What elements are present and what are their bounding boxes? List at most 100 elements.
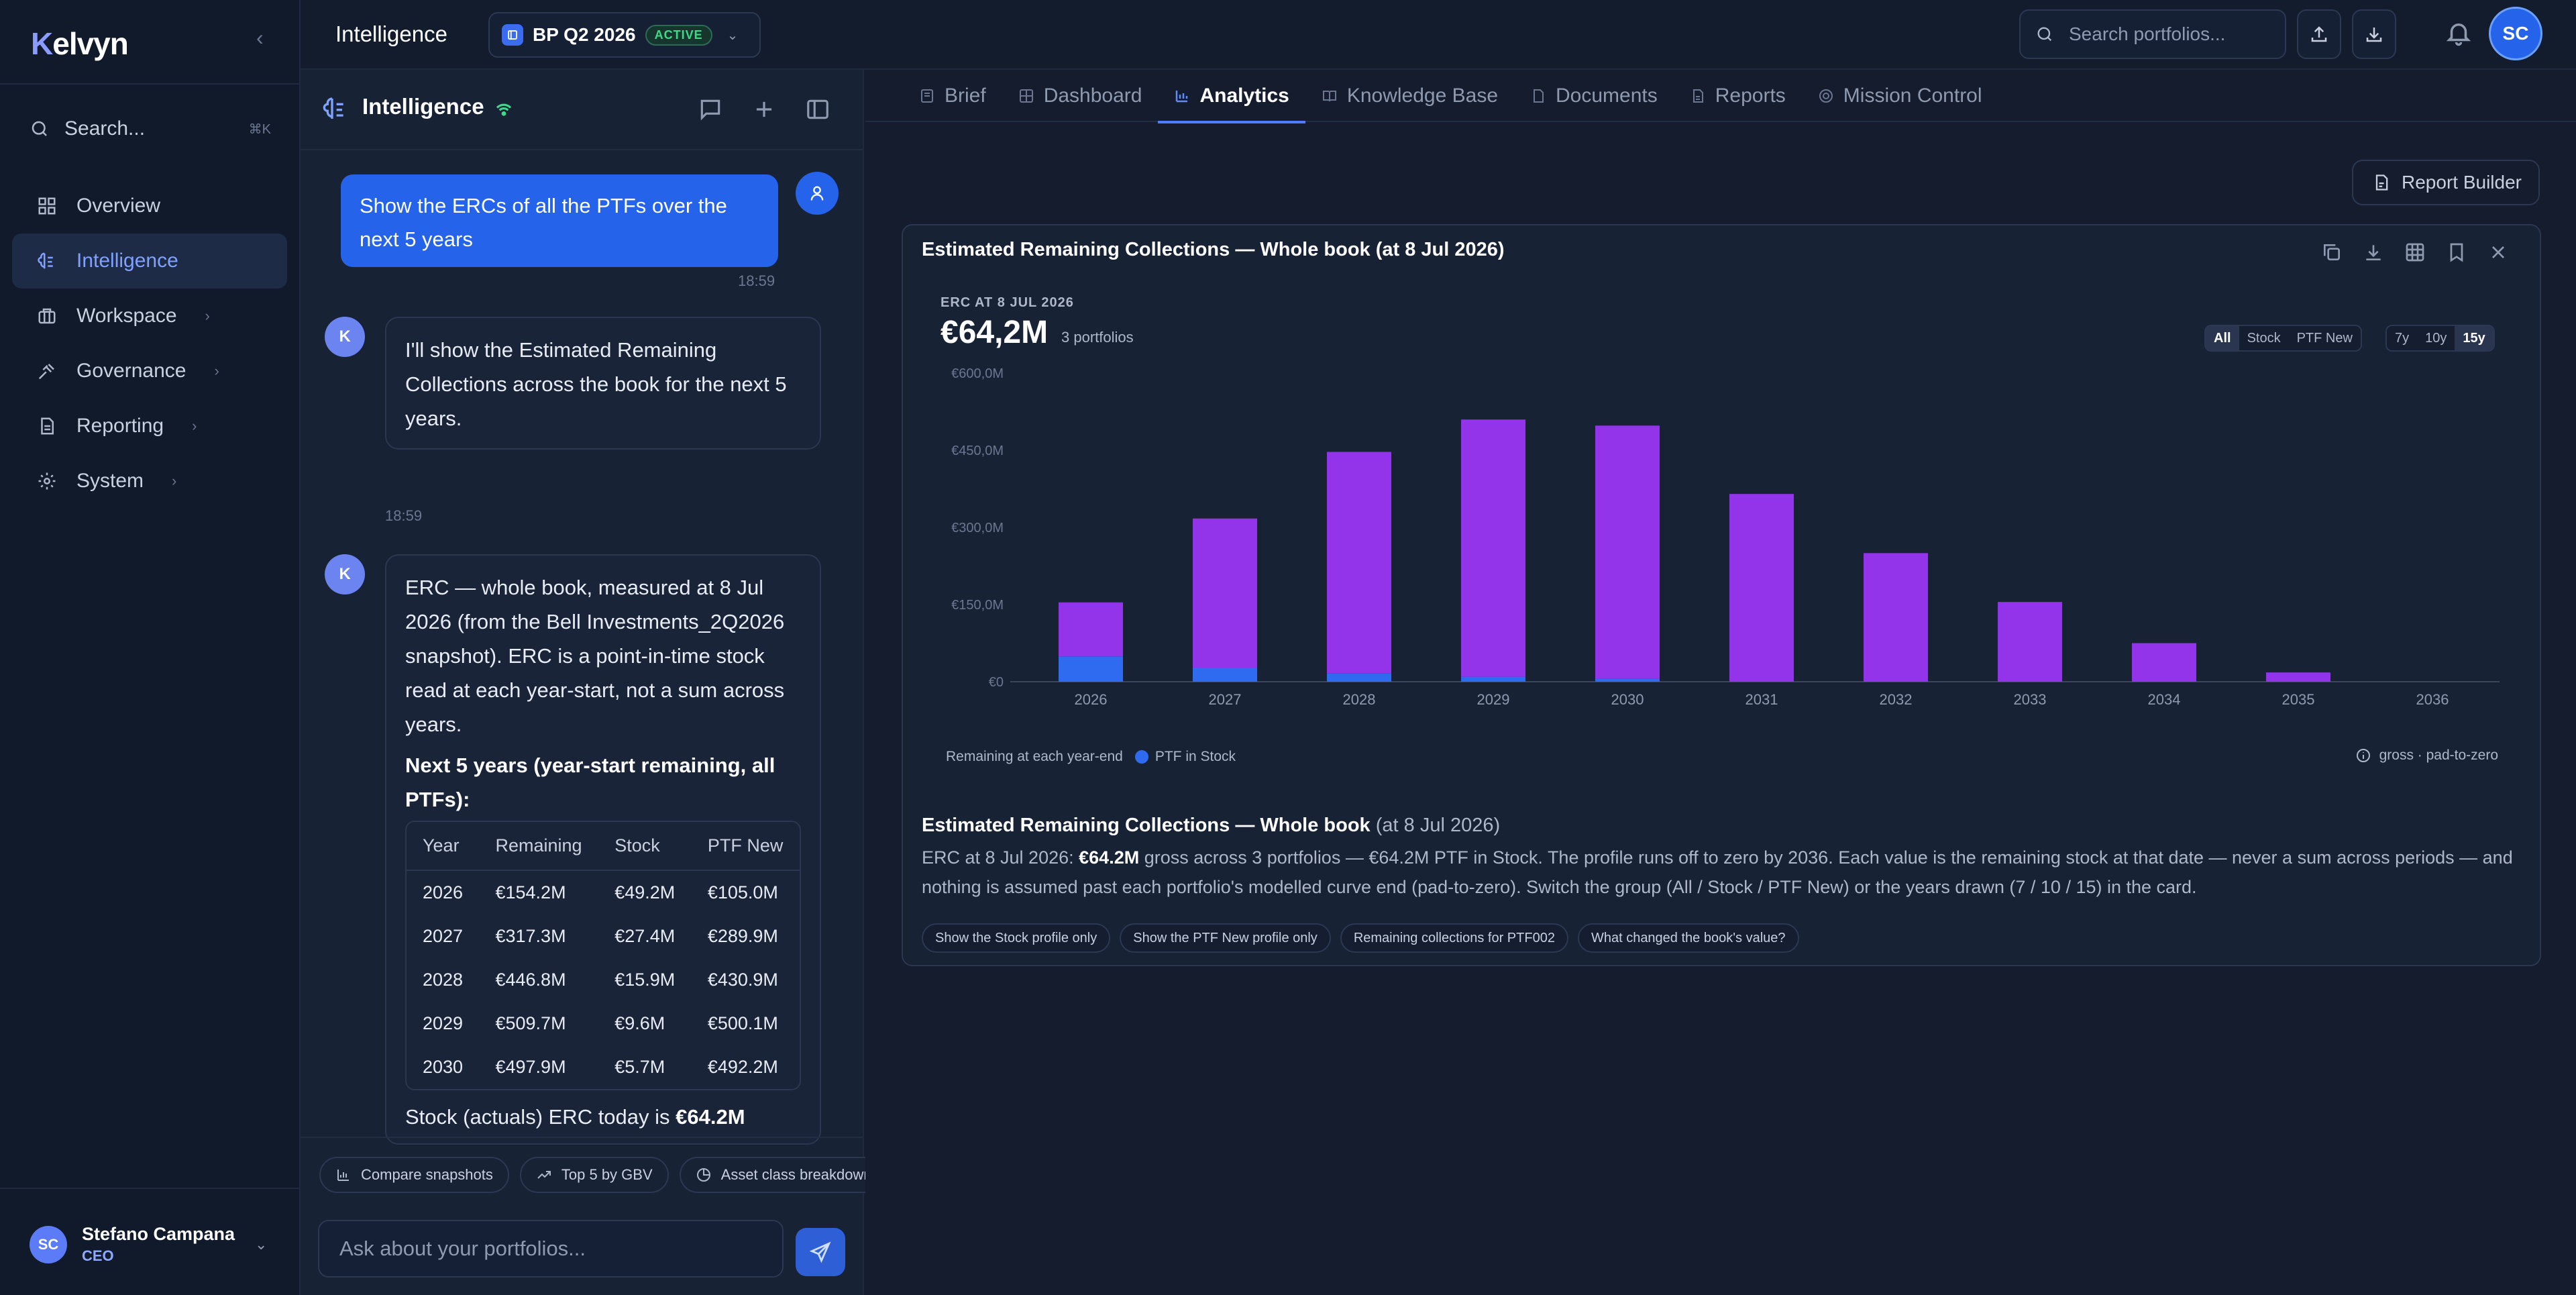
table-cell: 2029 — [423, 1013, 464, 1033]
top-5-gbv-chip[interactable]: Top 5 by GBV — [519, 1157, 669, 1193]
brain-icon — [323, 97, 343, 119]
y-tick-label: €150,0M — [951, 598, 1004, 613]
table-header: Stock — [598, 822, 692, 871]
copy-icon[interactable] — [2321, 242, 2343, 263]
bot-message-text: ERC — whole book, measured at 8 Jul 2026… — [405, 576, 785, 736]
range-option-10y[interactable]: 10y — [2425, 330, 2447, 346]
group-option-stock[interactable]: Stock — [2247, 330, 2281, 346]
y-tick-label: €300,0M — [951, 521, 1004, 535]
bot-avatar: K — [325, 554, 365, 594]
compare-snapshots-chip[interactable]: Compare snapshots — [319, 1157, 509, 1193]
content-area: Brief Dashboard Analytics Knowledge Base… — [865, 70, 2576, 1295]
collapse-sidebar-icon[interactable]: ‹ — [256, 25, 264, 50]
followup-chip[interactable]: Show the PTF New profile only — [1120, 923, 1331, 953]
table-cell: €289.9M — [707, 926, 778, 946]
search-placeholder: Search portfolios... — [2069, 23, 2226, 44]
tab-dashboard[interactable]: Dashboard — [1002, 70, 1159, 122]
document-icon — [36, 415, 58, 437]
table-cell: €5.7M — [614, 1057, 665, 1077]
x-tick-label: 2032 — [1880, 691, 1913, 708]
chevron-down-icon[interactable]: ⌄ — [255, 1236, 268, 1253]
close-icon[interactable] — [2487, 242, 2509, 263]
table-cell: €105.0M — [707, 882, 778, 902]
chat-input[interactable]: Ask about your portfolios... — [318, 1220, 784, 1278]
sidebar-item-intelligence[interactable]: Intelligence — [12, 234, 287, 289]
group-option-all[interactable]: All — [2206, 326, 2239, 350]
document-icon — [921, 89, 933, 103]
x-tick-label: 2035 — [2282, 691, 2315, 708]
chat-history-icon[interactable] — [698, 97, 723, 122]
summary-title: Estimated Remaining Collections — Whole … — [922, 815, 1501, 836]
bar-ptf-new — [1327, 452, 1391, 674]
divider — [301, 1137, 863, 1138]
briefcase-icon — [36, 305, 58, 327]
status-badge: ACTIVE — [645, 24, 712, 46]
avatar[interactable]: SC — [2489, 7, 2542, 60]
tab-brief[interactable]: Brief — [903, 70, 1002, 122]
sidebar-item-overview[interactable]: Overview — [12, 178, 287, 234]
table-cell: €154.2M — [495, 882, 566, 902]
notifications-button[interactable] — [2445, 19, 2473, 50]
range-option-15y[interactable]: 15y — [2455, 326, 2493, 350]
followup-chip[interactable]: Show the Stock profile only — [922, 923, 1111, 953]
bot-message-tail: Stock (actuals) ERC today is €64.2M — [405, 1105, 745, 1129]
avatar: SC — [30, 1225, 67, 1263]
target-icon — [1819, 89, 1833, 103]
sidebar-item-reporting[interactable]: Reporting › — [12, 399, 287, 454]
asset-class-chip[interactable]: Asset class breakdown — [679, 1157, 888, 1193]
erc-table: Year Remaining Stock PTF New 2026 €154.2M… — [405, 821, 801, 1090]
table-row: 2028 €446.8M €15.9M €430.9M — [407, 958, 800, 1002]
followup-chip[interactable]: Remaining collections for PTF002 — [1340, 923, 1568, 953]
user-menu[interactable]: SC Stefano Campana CEO — [30, 1224, 235, 1265]
send-icon — [809, 1241, 831, 1263]
table-row: 2029 €509.7M €9.6M €500.1M — [407, 1002, 800, 1045]
app-logo[interactable]: Kelvyn — [31, 26, 129, 61]
table-icon[interactable] — [2404, 242, 2426, 263]
divider — [0, 83, 299, 85]
search-input[interactable]: Search portfolios... — [2019, 9, 2286, 59]
download-button[interactable] — [2352, 9, 2396, 59]
tab-analytics[interactable]: Analytics — [1158, 70, 1306, 123]
sidebar-item-label: Governance — [76, 360, 186, 382]
send-button[interactable] — [796, 1228, 845, 1276]
sidebar-item-system[interactable]: System › — [12, 454, 287, 509]
search-shortcut: ⌘K — [248, 121, 271, 137]
upload-button[interactable] — [2297, 9, 2341, 59]
sidebar-item-workspace[interactable]: Workspace › — [12, 289, 287, 344]
bar-ptf-new — [2266, 672, 2330, 682]
topbar: Intelligence BP Q2 2026 ACTIVE ⌄ Search … — [301, 0, 2576, 70]
followup-chip[interactable]: What changed the book's value? — [1577, 923, 1799, 953]
user-role: CEO — [82, 1247, 114, 1264]
download-icon[interactable] — [2363, 242, 2384, 263]
project-selector[interactable]: BP Q2 2026 ACTIVE ⌄ — [488, 12, 761, 58]
message-time: 18:59 — [738, 272, 775, 289]
table-row: 2030 €497.9M €5.7M €492.2M — [407, 1045, 800, 1089]
bookmark-icon[interactable] — [2446, 242, 2467, 263]
sidebar-search-label: Search... — [64, 117, 146, 140]
tab-documents[interactable]: Documents — [1514, 70, 1674, 122]
range-toggle: 7y 10y 15y — [2385, 325, 2495, 352]
group-option-ptf-new[interactable]: PTF New — [2296, 330, 2353, 346]
chevron-right-icon: › — [205, 307, 210, 324]
tab-knowledge-base[interactable]: Knowledge Base — [1305, 70, 1514, 122]
tab-reports[interactable]: Reports — [1674, 70, 1802, 122]
x-tick-label: 2033 — [2014, 691, 2047, 708]
bar-chart-icon — [337, 1170, 349, 1181]
sidebar-item-label: Reporting — [76, 415, 164, 437]
user-section: SC Stefano Campana CEO ⌄ — [0, 1188, 299, 1295]
report-builder-button[interactable]: Report Builder — [2352, 160, 2540, 205]
sidebar-toggle-icon[interactable] — [805, 97, 830, 122]
bar-ptf-new — [1864, 553, 1928, 682]
range-option-7y[interactable]: 7y — [2395, 330, 2410, 346]
project-name: BP Q2 2026 — [533, 24, 636, 45]
brain-icon — [36, 250, 58, 272]
x-tick-label: 2030 — [1611, 691, 1644, 708]
card-actions — [2321, 242, 2509, 263]
main-area: Intelligence BP Q2 2026 ACTIVE ⌄ Search … — [301, 0, 2576, 1295]
y-tick-label: €450,0M — [951, 444, 1004, 458]
sidebar-search[interactable]: Search... ⌘K — [30, 113, 271, 145]
tab-mission-control[interactable]: Mission Control — [1802, 70, 1998, 122]
report-icon — [1693, 89, 1703, 103]
sidebar-item-governance[interactable]: Governance › — [12, 344, 287, 399]
new-chat-icon[interactable] — [751, 97, 777, 122]
